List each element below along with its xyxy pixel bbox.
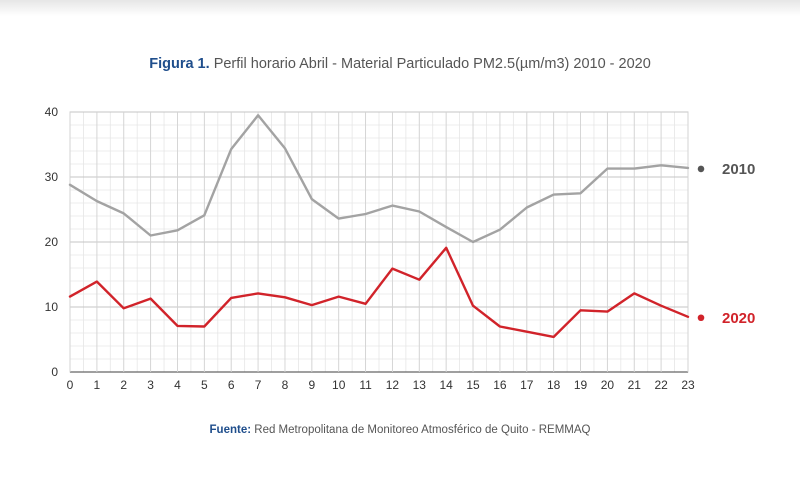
legend-marker-2020 <box>697 314 705 322</box>
title-lead: Figura 1. <box>149 56 210 72</box>
x-tick-label: 21 <box>628 378 642 392</box>
y-tick-label: 20 <box>45 235 59 249</box>
legend-label-2010: 2010 <box>722 161 755 178</box>
y-tick-label: 10 <box>45 300 59 314</box>
x-tick-label: 11 <box>359 378 372 392</box>
x-tick-label: 19 <box>574 378 588 392</box>
source-lead: Fuente: <box>209 424 252 436</box>
x-tick-label: 18 <box>547 378 561 392</box>
x-tick-label: 12 <box>386 378 400 392</box>
x-tick-label: 17 <box>520 378 534 392</box>
x-tick-label: 2 <box>120 378 127 392</box>
x-tick-label: 23 <box>681 378 695 392</box>
x-tick-label: 9 <box>308 378 315 392</box>
chart-title: Figura 1. Perfil horario Abril - Materia… <box>0 56 800 72</box>
top-shade <box>0 0 800 16</box>
x-tick-label: 5 <box>201 378 208 392</box>
x-tick-label: 15 <box>466 378 480 392</box>
source-note: Fuente: Red Metropolitana de Monitoreo A… <box>0 424 800 436</box>
x-tick-label: 4 <box>174 378 181 392</box>
x-tick-label: 14 <box>439 378 453 392</box>
y-tick-label: 30 <box>45 170 59 184</box>
x-tick-label: 16 <box>493 378 507 392</box>
x-tick-label: 10 <box>332 378 346 392</box>
x-tick-label: 3 <box>147 378 154 392</box>
y-tick-label: 40 <box>45 105 59 119</box>
x-tick-label: 7 <box>255 378 262 392</box>
series-line-2020 <box>68 246 690 339</box>
x-tick-label: 20 <box>601 378 615 392</box>
series-line-2010 <box>68 114 690 244</box>
x-tick-label: 1 <box>94 378 101 392</box>
x-tick-label: 8 <box>282 378 289 392</box>
y-tick-label: 0 <box>51 365 58 379</box>
x-tick-label: 13 <box>413 378 427 392</box>
x-tick-label: 0 <box>67 378 74 392</box>
source-text: Red Metropolitana de Monitoreo Atmosféri… <box>254 424 591 436</box>
x-tick-label: 6 <box>228 378 235 392</box>
legend-label-2020: 2020 <box>722 310 755 327</box>
legend-marker-2010 <box>697 165 705 173</box>
x-tick-label: 22 <box>654 378 668 392</box>
title-text: Perfil horario Abril - Material Particul… <box>213 56 651 72</box>
